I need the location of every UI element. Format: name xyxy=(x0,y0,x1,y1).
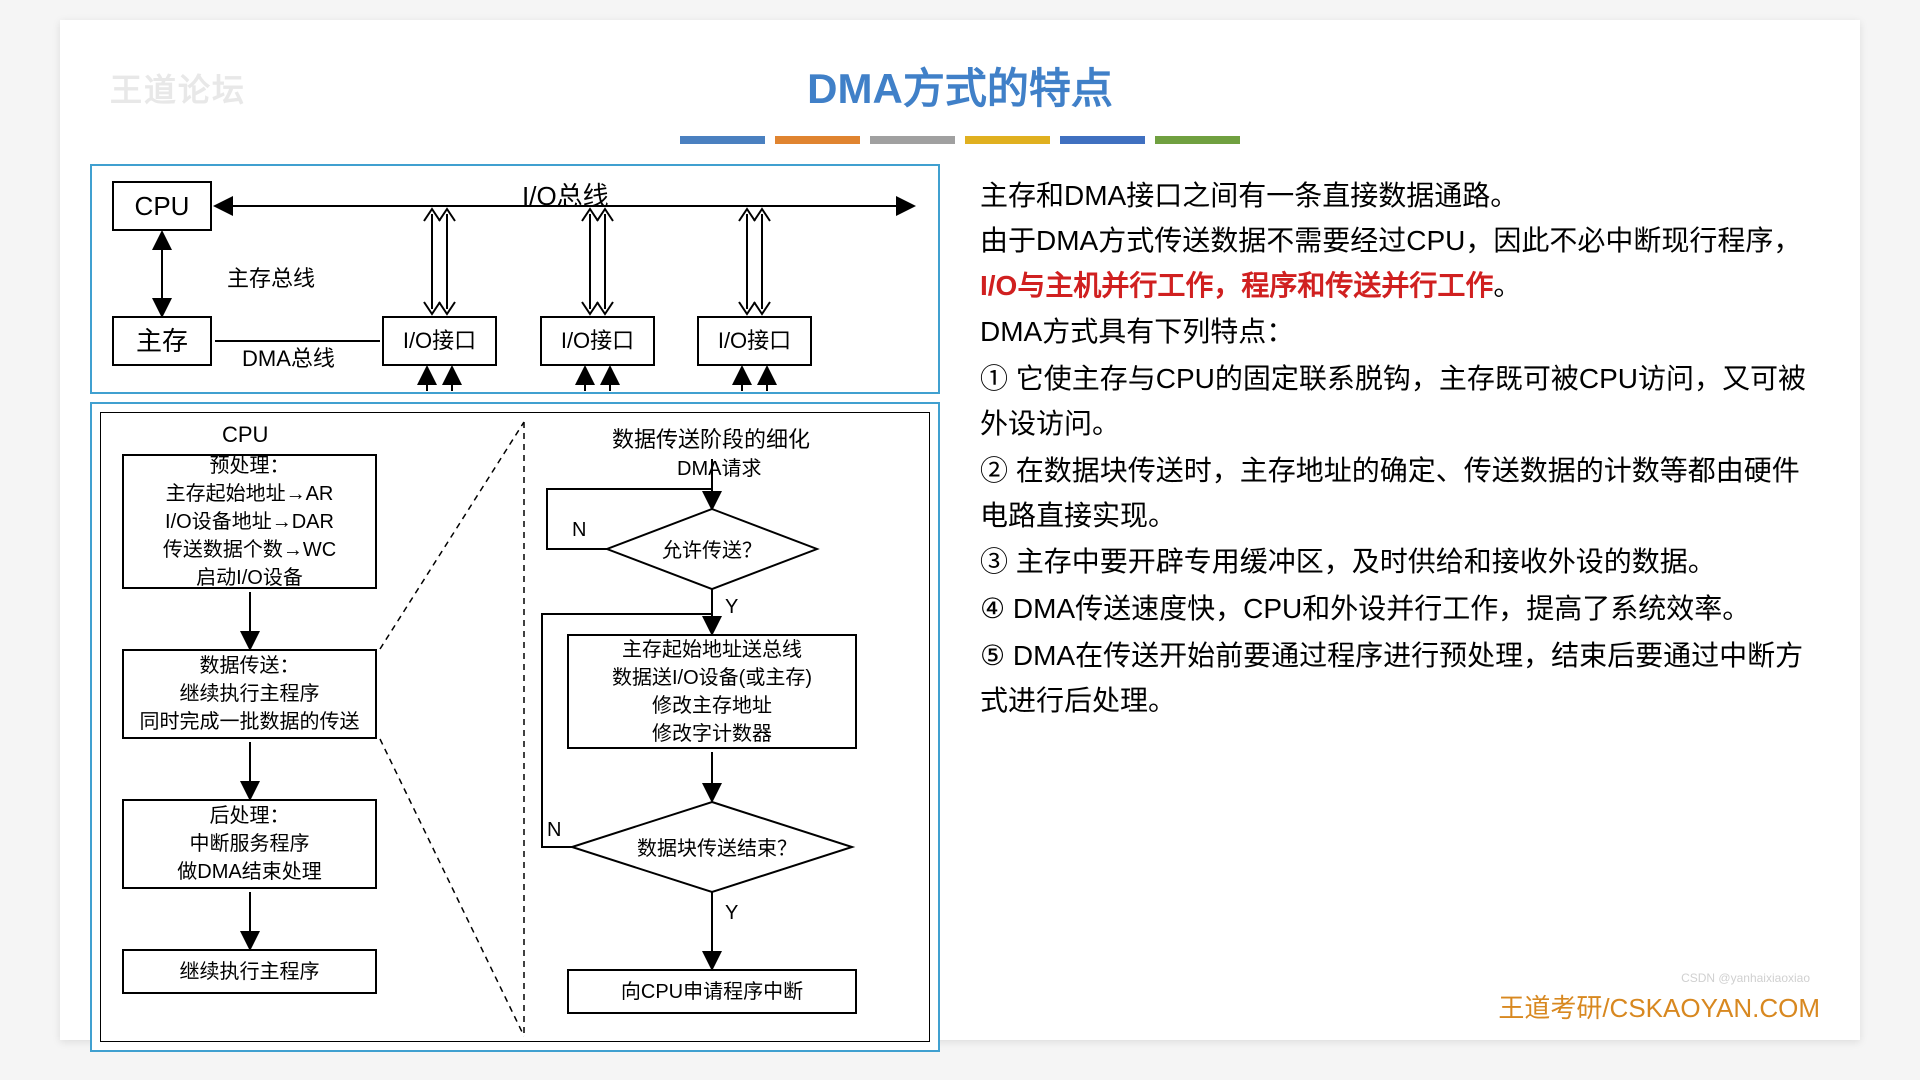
dma-bus-label: DMA总线 xyxy=(242,341,335,373)
color-bar xyxy=(680,136,765,144)
text-column: 主存和DMA接口之间有一条直接数据通路。 由于DMA方式传送数据不需要经过CPU… xyxy=(980,164,1820,1052)
p1b: 由于DMA方式传送数据不需要经过CPU，因此不必中断现行程序， xyxy=(980,225,1801,256)
step-box: 主存起始地址送总线 数据送I/O设备(或主存) 修改主存地址 修改字计数器 xyxy=(567,634,857,749)
mem-box: 主存 xyxy=(112,316,212,366)
dma-req-label: DMA请求 xyxy=(677,452,761,481)
post-box: 后处理： 中断服务程序 做DMA结束处理 xyxy=(122,799,377,889)
bus-lines xyxy=(92,166,942,396)
color-bar xyxy=(775,136,860,144)
y2: Y xyxy=(725,902,738,925)
cont-box: 继续执行主程序 xyxy=(122,949,377,994)
io-box-1: I/O接口 xyxy=(382,316,497,366)
cpu-box: CPU xyxy=(112,181,212,231)
right-flow-title: 数据传送阶段的细化 xyxy=(612,422,810,454)
y1: Y xyxy=(725,596,738,619)
watermark: 王道论坛 xyxy=(110,65,246,111)
bus-diagram-panel: CPU 主存 I/O接口 I/O接口 I/O接口 I/O总线 主存总线 DMA总… xyxy=(90,164,940,394)
done-diamond: 数据块传送结束？ xyxy=(637,832,797,861)
color-bars xyxy=(60,136,1860,144)
pre-box: 预处理： 主存起始地址→AR I/O设备地址→DAR 传送数据个数→WC 启动I… xyxy=(122,454,377,589)
intr-box: 向CPU申请程序中断 xyxy=(567,969,857,1014)
mem-bus-label: 主存总线 xyxy=(227,261,315,293)
io-box-2: I/O接口 xyxy=(540,316,655,366)
para-2: DMA方式具有下列特点： xyxy=(980,310,1820,355)
color-bar xyxy=(965,136,1050,144)
n2: N xyxy=(547,819,561,842)
point-3: ③ 主存中要开辟专用缓冲区，及时供给和接收外设的数据。 xyxy=(980,540,1820,585)
page-title: DMA方式的特点 xyxy=(60,20,1860,116)
p1-highlight: I/O与主机并行工作，程序和传送并行工作 xyxy=(980,270,1493,301)
para-1: 主存和DMA接口之间有一条直接数据通路。 由于DMA方式传送数据不需要经过CPU… xyxy=(980,174,1820,308)
io-box-3: I/O接口 xyxy=(697,316,812,366)
point-4: ④ DMA传送速度快，CPU和外设并行工作，提高了系统效率。 xyxy=(980,587,1820,632)
transfer-box: 数据传送： 继续执行主程序 同时完成一批数据的传送 xyxy=(122,649,377,739)
content: CPU 主存 I/O接口 I/O接口 I/O接口 I/O总线 主存总线 DMA总… xyxy=(60,144,1860,1052)
point-2: ② 在数据块传送时，主存地址的确定、传送数据的计数等都由硬件电路直接实现。 xyxy=(980,449,1820,539)
color-bar xyxy=(870,136,955,144)
io-bus-label: I/O总线 xyxy=(522,176,609,213)
color-bar xyxy=(1155,136,1240,144)
p1c: 。 xyxy=(1493,270,1521,301)
left-flow-title: CPU xyxy=(222,422,268,448)
point-5: ⑤ DMA在传送开始前要通过程序进行预处理，结束后要通过中断方式进行后处理。 xyxy=(980,634,1820,724)
flowchart-panel: CPU 数据传送阶段的细化 预处理： 主存起始地址→AR I/O设备地址→DAR… xyxy=(90,402,940,1052)
csdn-watermark: CSDN @yanhaixiaoxiao xyxy=(1681,971,1810,985)
color-bar xyxy=(1060,136,1145,144)
p1a: 主存和DMA接口之间有一条直接数据通路。 xyxy=(980,180,1518,211)
diagram-column: CPU 主存 I/O接口 I/O接口 I/O接口 I/O总线 主存总线 DMA总… xyxy=(90,164,940,1052)
n1: N xyxy=(572,519,586,542)
slide: 王道论坛 DMA方式的特点 CPU 主存 I/O接口 I/O接口 I/O接口 I… xyxy=(60,20,1860,1040)
footer: 王道考研/CSKAOYAN.COM xyxy=(1498,988,1820,1025)
allow-diamond: 允许传送？ xyxy=(662,534,762,563)
point-1: ① 它使主存与CPU的固定联系脱钩，主存既可被CPU访问，又可被外设访问。 xyxy=(980,357,1820,447)
